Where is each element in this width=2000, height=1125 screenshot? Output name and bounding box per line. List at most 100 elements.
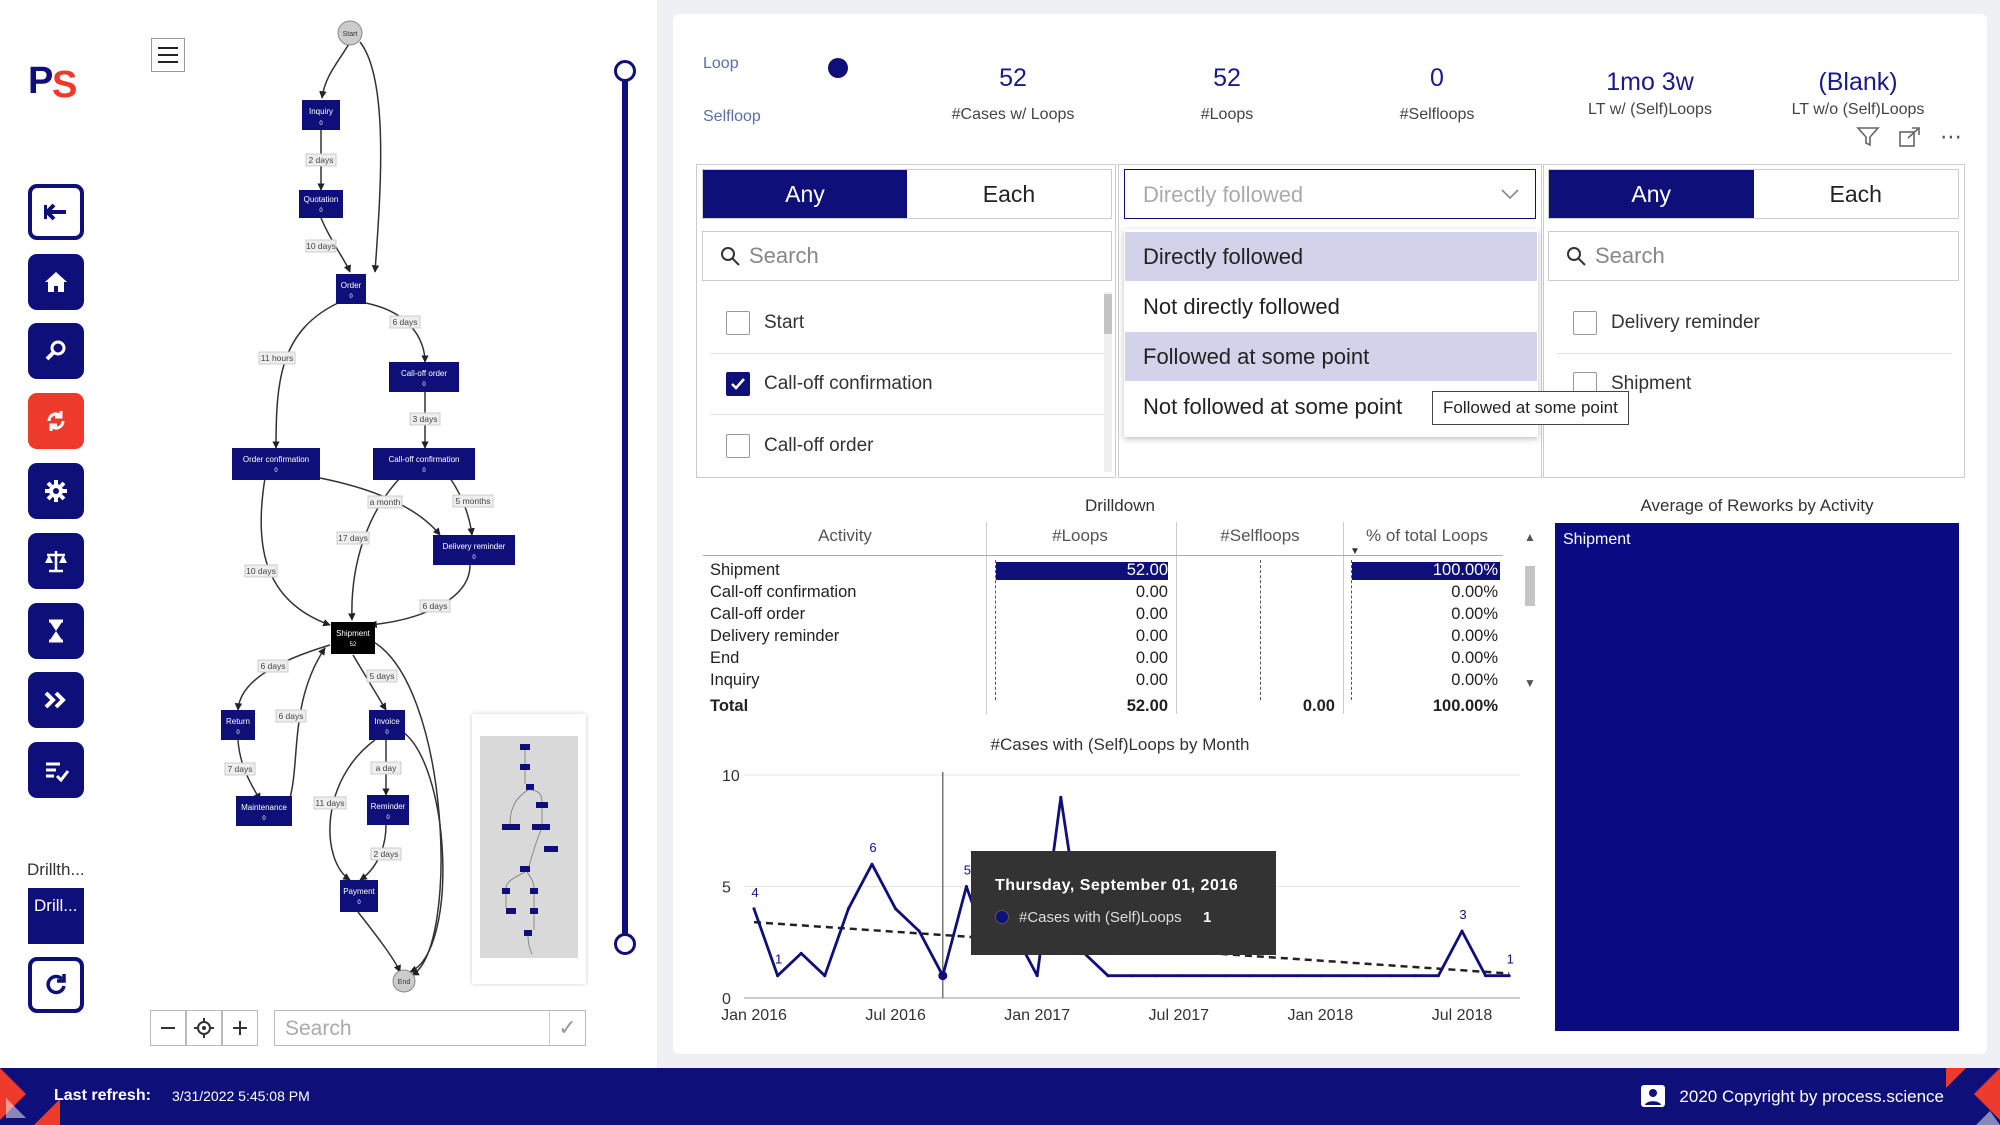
left-tab-each[interactable]: Each: [982, 180, 1036, 207]
checklist-button[interactable]: [28, 742, 84, 798]
option-not-directly-followed[interactable]: Not directly followed: [1143, 294, 1340, 319]
edge-label: a day: [370, 761, 402, 775]
focus-mode-icon[interactable]: [1898, 126, 1922, 153]
svg-text:Payment: Payment: [343, 887, 375, 896]
svg-text:Call-off order: Call-off order: [401, 369, 447, 378]
drilldown-title: Drilldown: [1085, 496, 1155, 515]
edge-label: 6 days: [389, 315, 421, 329]
filter-icon[interactable]: [1856, 126, 1880, 153]
back-button[interactable]: [28, 184, 84, 240]
checkbox[interactable]: [1573, 311, 1597, 335]
x-tick-label: Jan 2018: [1287, 1007, 1353, 1024]
data-label: 5: [964, 863, 971, 878]
option-directly-followed[interactable]: Directly followed: [1125, 232, 1537, 281]
node-payment: Payment 0: [340, 880, 378, 912]
row-activity[interactable]: Shipment: [710, 561, 780, 579]
time-button[interactable]: [28, 603, 84, 659]
drillthrough-card[interactable]: Drill...: [28, 888, 84, 944]
map-detail-slider[interactable]: [622, 70, 628, 945]
loop-toggle-knob[interactable]: [828, 58, 848, 78]
chevron-down-icon: [1501, 189, 1519, 200]
minimap[interactable]: [472, 714, 586, 984]
left-item-calloff-order[interactable]: Call-off order: [726, 434, 873, 458]
forward-button[interactable]: [28, 672, 84, 728]
right-tab-each[interactable]: Each: [1829, 180, 1882, 207]
check-icon: [731, 378, 745, 390]
left-list-scrollbar[interactable]: [1104, 292, 1112, 472]
left-item-calloff-confirmation[interactable]: Call-off confirmation: [726, 372, 933, 396]
zoom-out-button[interactable]: [150, 1010, 186, 1046]
selfloop-toggle-label[interactable]: Selfloop: [703, 108, 761, 125]
left-tab-any[interactable]: Any: [703, 170, 907, 218]
pct-baseline: [1351, 560, 1352, 700]
minus-icon: [161, 1027, 175, 1029]
user-icon[interactable]: [1640, 1084, 1666, 1108]
scroll-up-icon[interactable]: ▲: [1524, 530, 1536, 544]
edge-shipment-return: [234, 644, 331, 711]
home-button[interactable]: [28, 254, 84, 310]
zoom-in-button[interactable]: [222, 1010, 258, 1046]
edge-maintenance-shipment: [289, 647, 326, 799]
footer-decoration-left: [0, 1068, 60, 1125]
checkbox-checked[interactable]: [726, 372, 750, 396]
right-tabs: Any Each: [1548, 169, 1959, 219]
loops-button[interactable]: [28, 393, 84, 449]
option-followed-at-some-point[interactable]: Followed at some point: [1125, 332, 1537, 381]
table-scrollbar[interactable]: ▲ ▼: [1521, 530, 1539, 690]
right-tab-any[interactable]: Any: [1549, 170, 1754, 218]
svg-text:Invoice: Invoice: [374, 717, 400, 726]
node-delivery-reminder: Delivery reminder 0: [433, 535, 515, 565]
right-search-input[interactable]: Search: [1548, 231, 1959, 281]
row-activity[interactable]: Call-off order: [710, 605, 806, 623]
treemap-cell-shipment[interactable]: Shipment: [1555, 523, 1959, 1031]
left-item-start[interactable]: Start: [726, 311, 804, 335]
scroll-thumb[interactable]: [1525, 566, 1535, 606]
sort-desc-icon[interactable]: ▼: [1350, 546, 1360, 557]
right-item-delivery-reminder[interactable]: Delivery reminder: [1573, 311, 1760, 335]
process-map[interactable]: 2 days 10 days 6 days 11 hours 3 days a …: [112, 0, 657, 1068]
data-label: 3: [1459, 907, 1466, 922]
more-options-icon[interactable]: ⋯: [1940, 124, 1963, 149]
svg-text:11 hours: 11 hours: [261, 353, 293, 363]
checkbox[interactable]: [726, 311, 750, 335]
col-selfloops[interactable]: #Selfloops: [1220, 526, 1300, 545]
row-activity[interactable]: Inquiry: [710, 671, 760, 689]
minimap-viewport[interactable]: [480, 736, 578, 958]
plus-icon: [233, 1021, 247, 1035]
center-button[interactable]: [186, 1010, 222, 1046]
edge-orderconf-shipment: [260, 477, 331, 627]
scroll-down-icon[interactable]: ▼: [1524, 676, 1536, 690]
svg-text:a month: a month: [370, 497, 401, 507]
refresh-button[interactable]: [28, 957, 84, 1013]
slider-knob-top[interactable]: [614, 60, 636, 82]
edge-label: 5 months: [452, 494, 494, 508]
scroll-thumb[interactable]: [1104, 294, 1112, 334]
col-activity[interactable]: Activity: [818, 526, 872, 545]
row-activity[interactable]: End: [710, 649, 740, 667]
loop-toggle-label[interactable]: Loop: [703, 55, 739, 72]
svg-text:52: 52: [350, 642, 357, 648]
search-icon: [45, 340, 66, 361]
col-pct-total-loops[interactable]: % of total Loops: [1366, 526, 1488, 545]
settings-button[interactable]: [28, 463, 84, 519]
treemap-title: Average of Reworks by Activity: [1640, 496, 1874, 515]
option-not-followed-at-some-point[interactable]: Not followed at some point: [1143, 394, 1403, 419]
col-loops[interactable]: #Loops: [1052, 526, 1108, 545]
row-activity[interactable]: Delivery reminder: [710, 627, 840, 645]
slider-knob-bottom[interactable]: [614, 933, 636, 955]
left-search-input[interactable]: Search: [702, 231, 1112, 281]
row-activity[interactable]: Call-off confirmation: [710, 583, 857, 601]
checkbox[interactable]: [726, 434, 750, 458]
menu-button[interactable]: [151, 38, 185, 72]
edge-label: 17 days: [336, 531, 370, 545]
relation-dropdown[interactable]: Directly followed: [1124, 169, 1536, 219]
svg-text:10 days: 10 days: [246, 566, 276, 576]
map-search-input[interactable]: Search ✓: [274, 1010, 586, 1046]
data-point: [1507, 974, 1511, 978]
search-button[interactable]: [28, 323, 84, 379]
compliance-button[interactable]: [28, 533, 84, 589]
svg-text:0: 0: [357, 900, 361, 906]
edge-label: 10 days: [244, 564, 278, 578]
map-search-confirm-button[interactable]: ✓: [549, 1011, 585, 1045]
